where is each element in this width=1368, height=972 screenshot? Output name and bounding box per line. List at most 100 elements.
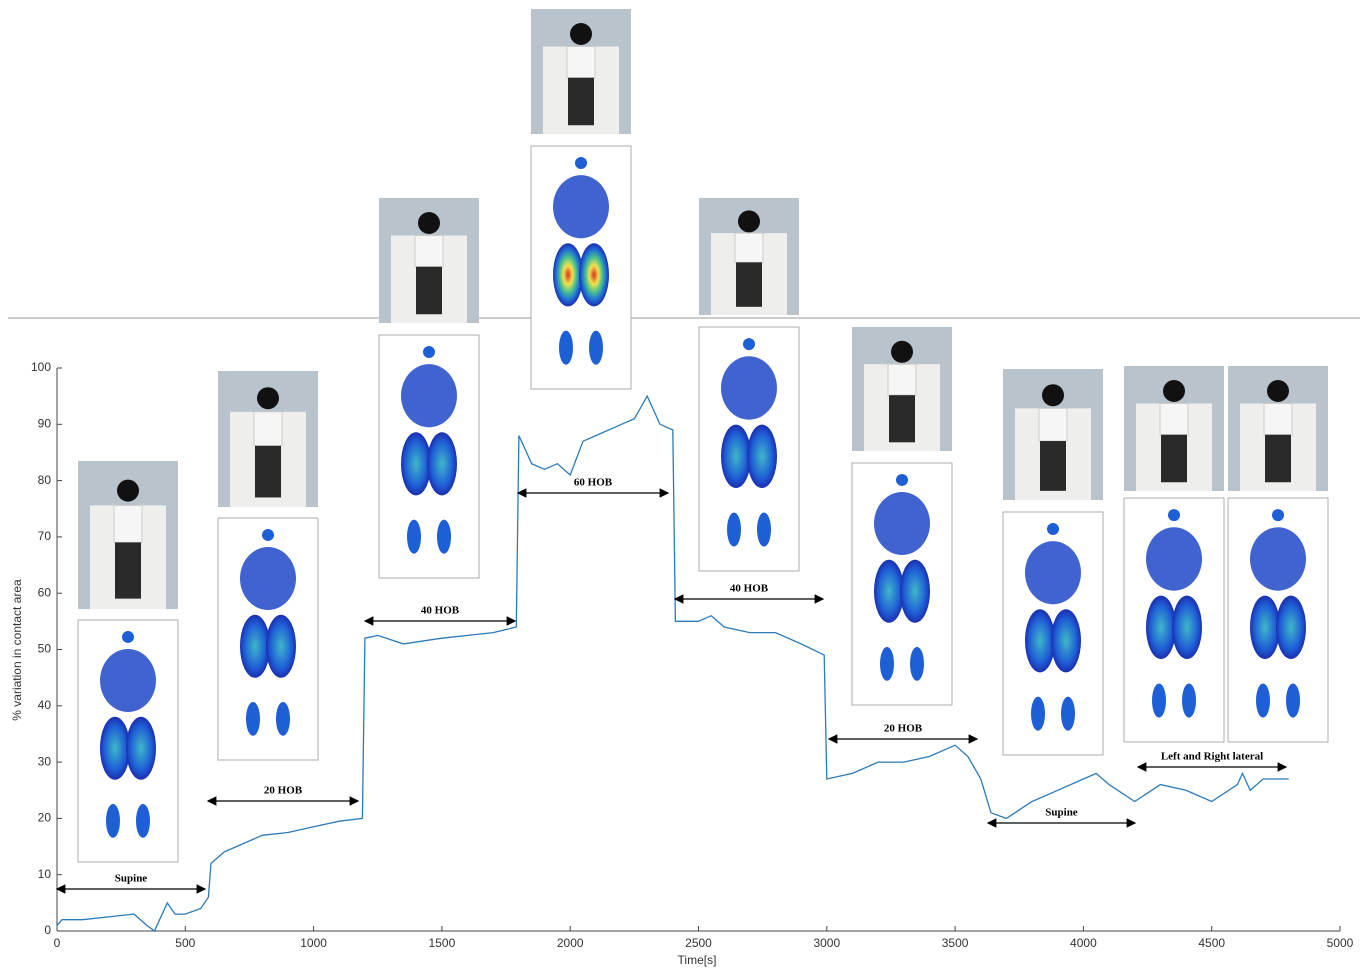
map-head	[1272, 509, 1284, 522]
x-tick-label: 2000	[557, 936, 584, 950]
legs	[1161, 434, 1187, 483]
map-torso	[874, 492, 930, 555]
x-tick-label: 0	[54, 936, 61, 950]
head	[418, 212, 440, 234]
map-hip	[1276, 595, 1306, 660]
y-tick-label: 20	[38, 811, 52, 825]
head	[117, 479, 139, 502]
x-tick-label: 4500	[1198, 936, 1225, 950]
map-leg	[757, 512, 771, 547]
torso	[734, 232, 764, 263]
map-hip	[427, 432, 457, 496]
map-torso	[1146, 527, 1202, 591]
torso	[1159, 403, 1189, 436]
data-line	[56, 394, 1289, 932]
map-leg	[1182, 683, 1196, 718]
map-leg	[1152, 683, 1166, 718]
y-tick-label: 0	[44, 923, 51, 937]
map-hip	[401, 432, 431, 496]
y-tick-label: 50	[38, 642, 52, 656]
x-tick-label: 1500	[429, 936, 456, 950]
torso	[1038, 407, 1068, 442]
map-hip	[1051, 609, 1081, 673]
map-hip	[721, 424, 751, 489]
map-hip	[1025, 609, 1055, 673]
y-tick-label: 30	[38, 754, 52, 768]
legs	[736, 262, 762, 307]
map-leg	[1256, 683, 1270, 718]
legs	[1040, 441, 1066, 491]
map-torso	[1250, 527, 1306, 591]
legs	[255, 445, 281, 498]
map-hip	[874, 559, 904, 623]
map-torso	[240, 547, 296, 610]
map-hip	[1146, 595, 1176, 660]
head	[891, 340, 913, 363]
map-head	[1168, 509, 1180, 522]
x-tick-label: 2500	[685, 936, 712, 950]
map-torso	[721, 356, 777, 420]
legs	[568, 77, 594, 126]
map-leg	[589, 330, 603, 365]
y-tick-label: 80	[38, 473, 52, 487]
map-hip	[579, 243, 609, 307]
annotation-label: Supine	[1045, 807, 1078, 819]
map-head	[122, 630, 134, 643]
map-hip	[900, 559, 930, 623]
annotation-label: Left and Right lateral	[1161, 751, 1263, 763]
map-leg	[246, 701, 260, 736]
map-leg	[136, 803, 150, 838]
torso	[1263, 403, 1293, 436]
map-leg	[727, 512, 741, 547]
legs	[416, 266, 442, 315]
x-axis-label: Time[s]	[678, 953, 717, 967]
map-torso	[100, 649, 156, 712]
y-tick-label: 60	[38, 585, 52, 599]
panels	[77, 9, 1329, 863]
x-tick-label: 5000	[1327, 936, 1354, 950]
map-leg	[880, 646, 894, 681]
map-head	[743, 338, 755, 351]
head	[570, 23, 592, 45]
map-leg	[276, 701, 290, 736]
map-head	[575, 157, 587, 170]
map-hip	[240, 614, 270, 678]
head	[1267, 380, 1289, 402]
torso	[566, 46, 596, 79]
map-torso	[553, 175, 609, 239]
annotation-label: 60 HOB	[574, 477, 613, 489]
map-hip	[266, 614, 296, 678]
map-hip	[126, 716, 156, 780]
map-leg	[910, 646, 924, 681]
annotation-label: Supine	[115, 873, 148, 885]
map-leg	[559, 330, 573, 365]
y-axis-label: % variation in contact area	[10, 579, 24, 721]
map-leg	[407, 519, 421, 554]
x-tick-label: 1000	[300, 936, 327, 950]
map-head	[262, 528, 274, 541]
legs	[889, 395, 915, 443]
y-tick-label: 90	[38, 416, 52, 430]
torso	[414, 235, 444, 268]
annotation-label: 40 HOB	[421, 605, 460, 617]
y-tick-label: 10	[38, 867, 52, 881]
torso	[887, 363, 917, 396]
map-hip	[1172, 595, 1202, 660]
annotation-label: 20 HOB	[884, 723, 923, 735]
torso	[253, 411, 283, 447]
head	[1163, 380, 1185, 402]
map-leg	[1061, 696, 1075, 731]
map-hip	[747, 424, 777, 489]
map-head	[1047, 523, 1059, 536]
map-hip	[553, 243, 583, 307]
map-head	[423, 346, 435, 359]
map-hip	[1250, 595, 1280, 660]
annotation-label: 20 HOB	[264, 785, 303, 797]
head	[257, 387, 279, 410]
x-tick-label: 500	[175, 936, 195, 950]
map-torso	[401, 364, 457, 428]
x-tick-label: 4000	[1070, 936, 1097, 950]
x-tick-label: 3000	[813, 936, 840, 950]
legs	[115, 542, 141, 599]
